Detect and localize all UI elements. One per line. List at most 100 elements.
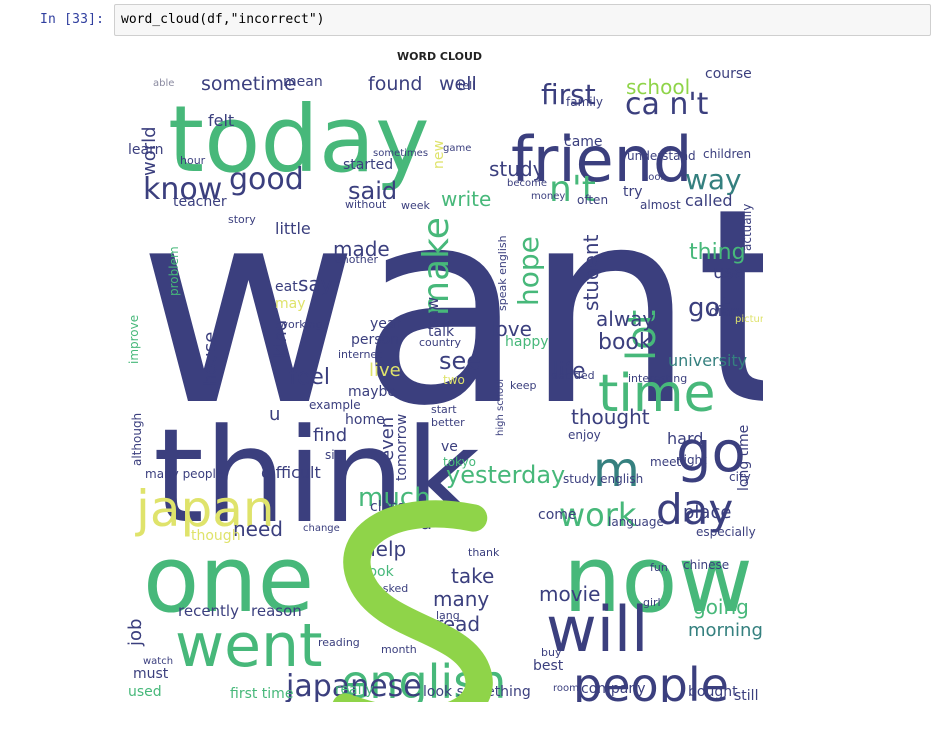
word-many-people: many people xyxy=(145,467,223,481)
word-site: site xyxy=(325,448,347,462)
word-say: say xyxy=(298,272,333,296)
word-reason: reason xyxy=(251,602,302,620)
word-take: take xyxy=(451,564,494,588)
word-country: country xyxy=(419,336,462,349)
word-two: two xyxy=(443,373,465,387)
word-said: said xyxy=(348,177,397,205)
word-first: first xyxy=(541,78,596,111)
word-student: student xyxy=(579,234,603,311)
word-best: best xyxy=(533,658,564,674)
word-must: must xyxy=(133,666,169,682)
word-money: money xyxy=(531,191,565,202)
word-people: people xyxy=(573,658,729,702)
word-person: person xyxy=(351,332,399,348)
word-hope: hope xyxy=(512,236,545,306)
word-better: better xyxy=(431,416,465,429)
word-maybe: maybe xyxy=(348,384,396,400)
word-hard: hard xyxy=(667,429,703,448)
word-love: love xyxy=(490,317,532,341)
word-sometimes: sometimes xyxy=(373,148,428,159)
word-world: world xyxy=(139,126,160,176)
word-watch: watch xyxy=(143,656,173,667)
word-actually: actually xyxy=(740,204,754,251)
word-decided: decided xyxy=(551,369,595,382)
word-start: start xyxy=(431,403,457,416)
word-story: story xyxy=(228,213,256,226)
word-night: night xyxy=(676,453,707,467)
word-bought: bought xyxy=(688,684,738,700)
word-long-time: long time xyxy=(736,425,752,491)
word-speak-english: speak english xyxy=(496,235,509,311)
word-thought: thought xyxy=(571,405,650,429)
word-new: new xyxy=(431,140,447,169)
word-called: called xyxy=(685,191,733,210)
word-one: one xyxy=(143,526,314,633)
word-morning: morning xyxy=(688,620,763,641)
word-teacher: teacher xyxy=(173,194,227,210)
word-live: live xyxy=(369,360,401,381)
word-difficult: difficult xyxy=(261,463,321,482)
word-game: game xyxy=(443,143,471,154)
word-find: find xyxy=(313,425,347,446)
word-reading: reading xyxy=(318,636,360,649)
word-room: room xyxy=(553,683,579,694)
word-way: way xyxy=(685,163,742,196)
word-eat: eat xyxy=(275,279,298,295)
word-make: make xyxy=(416,217,457,316)
word-need: need xyxy=(233,517,283,541)
word-hour: hour xyxy=(180,154,206,167)
word-especially: especially xyxy=(696,525,756,539)
word-found: found xyxy=(368,73,422,95)
word-movie: movie xyxy=(539,582,600,606)
word-good: good xyxy=(229,162,304,197)
word-want: want xyxy=(138,150,763,465)
word-job: job xyxy=(125,619,146,647)
word-book: book xyxy=(598,330,652,355)
word-write: write xyxy=(441,187,491,211)
word-often: often xyxy=(577,193,608,207)
code-input-area[interactable]: word_cloud(df,"incorrect") xyxy=(114,4,931,36)
word-made: made xyxy=(333,237,390,261)
word-went: went xyxy=(175,611,323,681)
word-study: study xyxy=(489,157,545,181)
word-working: working xyxy=(279,318,323,331)
word-tomorrow: tomorrow xyxy=(394,414,410,481)
word-soon: soon xyxy=(643,172,667,183)
word-see: see xyxy=(439,347,481,375)
word-go: go xyxy=(676,420,746,485)
code-text: word_cloud(df,"incorrect") xyxy=(121,12,325,27)
word-change: change xyxy=(303,523,340,534)
word-enjoy: enjoy xyxy=(568,428,601,442)
word-thing: thing xyxy=(689,240,746,265)
word-ve: ve xyxy=(441,439,458,455)
word-well: well xyxy=(439,73,477,95)
word-happy: happy xyxy=(505,334,549,350)
word-place: place xyxy=(683,502,731,523)
figure-title: WORD CLOUD xyxy=(397,50,483,63)
word-started: started xyxy=(343,157,393,173)
word-house: house xyxy=(200,332,221,386)
word-going: going xyxy=(693,595,749,619)
word-recently: recently xyxy=(178,602,239,620)
word-alway: alway xyxy=(596,307,654,331)
word-saw: saw xyxy=(423,297,442,328)
word-tell: tell xyxy=(458,79,475,92)
word-girl: girl xyxy=(643,596,661,609)
word-become: become xyxy=(507,178,547,189)
word-understand: understand xyxy=(627,149,696,163)
word-friend: friend xyxy=(511,123,692,196)
word-will: will xyxy=(546,593,648,666)
word-life: life xyxy=(552,359,586,384)
word-family: family xyxy=(566,95,603,109)
word-many: many xyxy=(433,587,489,611)
word-first-time: first time xyxy=(230,686,293,702)
word-internet: internet xyxy=(338,348,382,361)
word-know: know xyxy=(143,172,222,207)
word-meet: meet xyxy=(650,455,681,469)
word-high-school: high school xyxy=(495,379,506,436)
word-now: now xyxy=(563,526,753,633)
word-without: without xyxy=(345,198,387,211)
word-came: came xyxy=(564,134,603,150)
